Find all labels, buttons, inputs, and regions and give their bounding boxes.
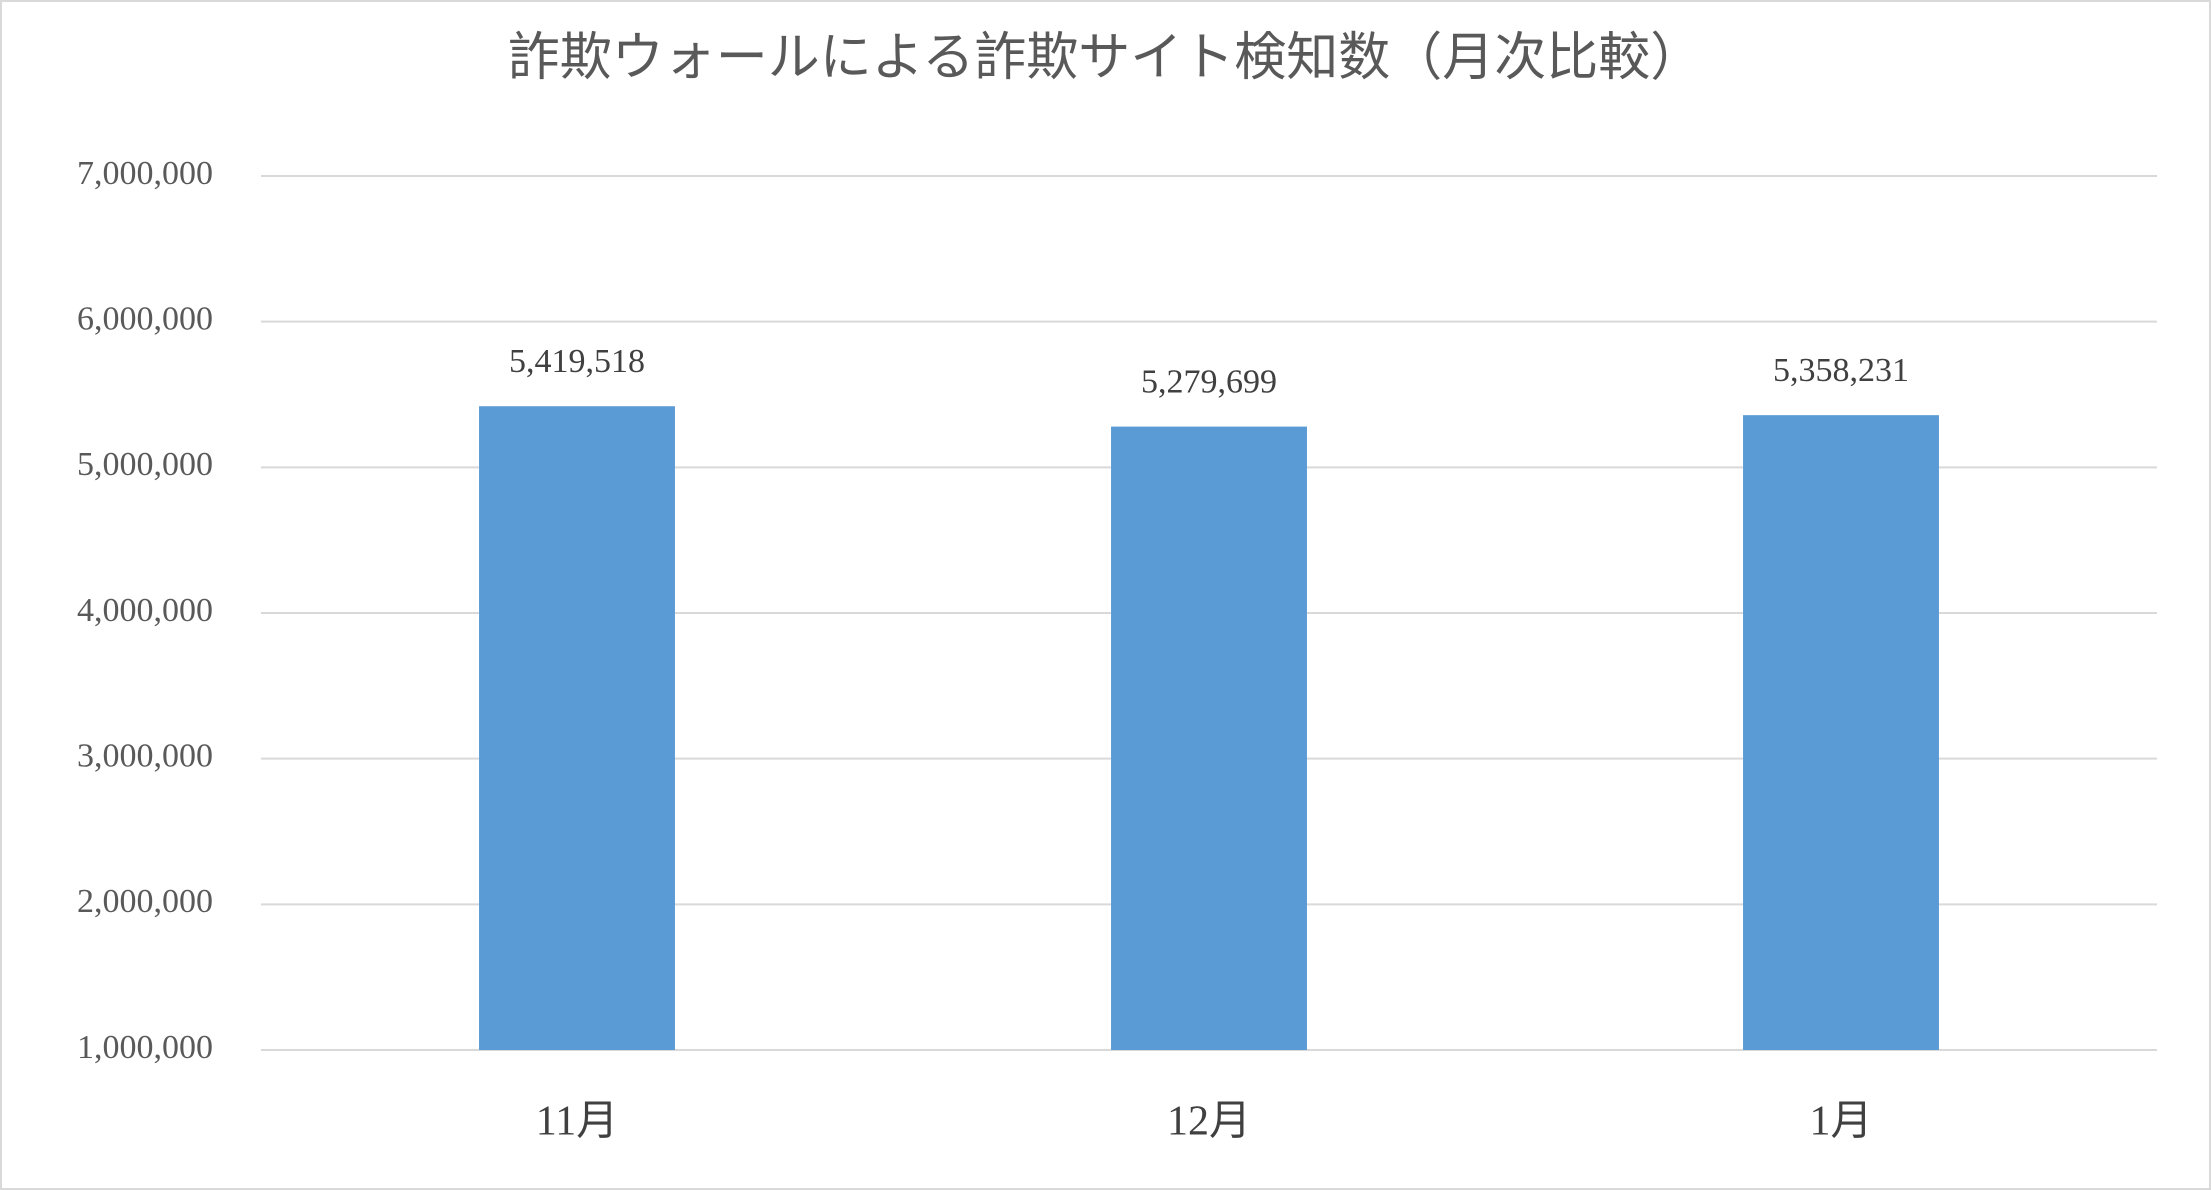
y-tick-label: 4,000,000 [77, 592, 213, 629]
x-tick-label: 11月 [536, 1099, 618, 1145]
chart-title: 詐欺ウォールによる詐欺サイト検知数（月次比較） [508, 30, 1702, 87]
y-tick-label: 1,000,000 [77, 1029, 213, 1066]
y-tick-label: 2,000,000 [77, 883, 213, 920]
value-label: 5,419,518 [509, 343, 645, 380]
value-label: 5,279,699 [1141, 363, 1277, 400]
y-tick-label: 7,000,000 [77, 155, 213, 192]
y-tick-label: 6,000,000 [77, 300, 213, 337]
bar [1743, 415, 1939, 1051]
x-tick-label: 1月 [1809, 1099, 1872, 1145]
value-label: 5,358,231 [1773, 352, 1909, 389]
y-tick-label: 5,000,000 [77, 446, 213, 483]
x-tick-label: 12月 [1167, 1099, 1251, 1145]
bar [1111, 426, 1307, 1050]
bar [479, 406, 675, 1051]
y-tick-label: 3,000,000 [77, 737, 213, 774]
